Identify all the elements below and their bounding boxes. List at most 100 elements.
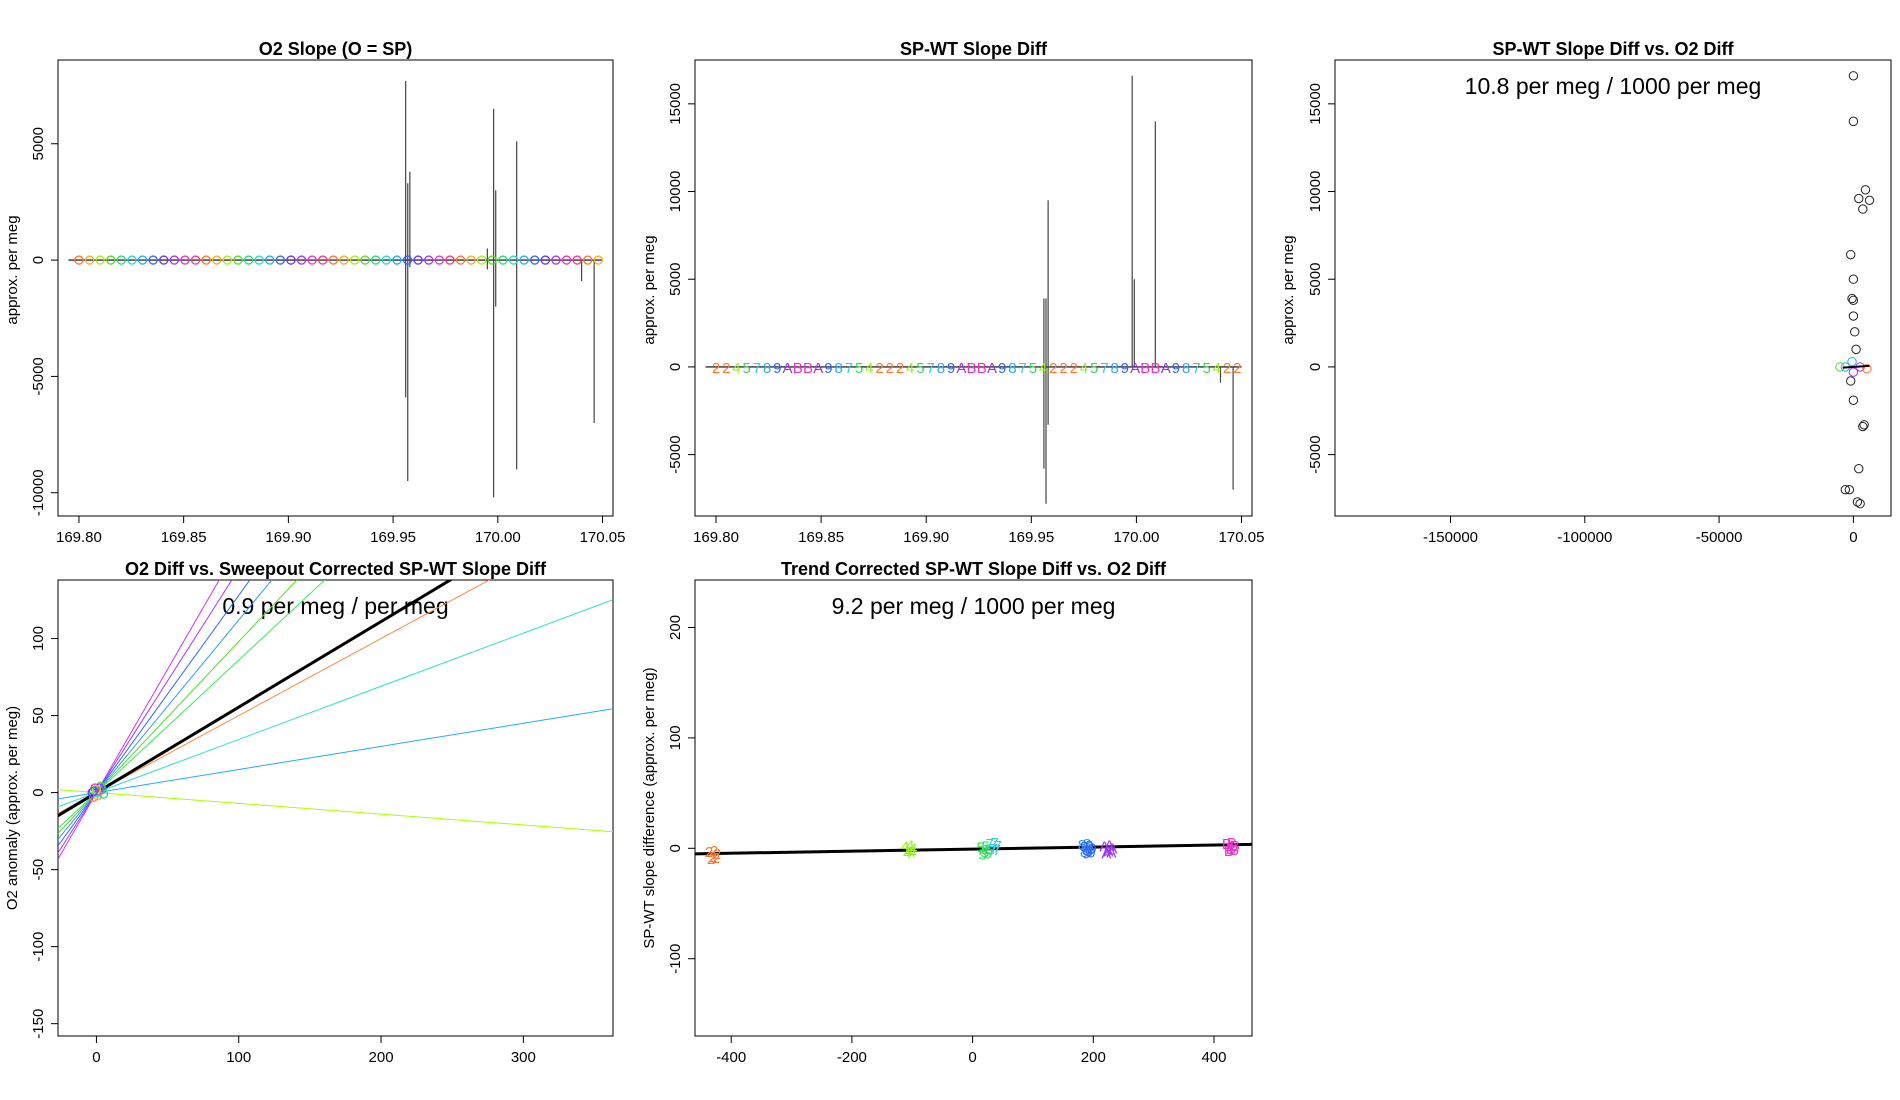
p1-marker-glyph: B: [977, 360, 987, 377]
p2-ytick-label: 0: [1307, 363, 1324, 371]
p4-ytick-label: 100: [667, 725, 684, 750]
p2-point: [1858, 421, 1868, 432]
p2-point: [1847, 293, 1857, 304]
p0-marker: [445, 255, 455, 265]
p4-point-glyph: A: [1104, 837, 1114, 854]
p2-ytick-label: 5000: [1307, 263, 1324, 296]
p1-marker-glyph: 8: [937, 360, 945, 377]
p0-marker: [137, 255, 148, 265]
p0-marker: [413, 255, 423, 265]
p1-marker-glyph: 2: [1070, 360, 1078, 377]
p2-point: [1848, 71, 1859, 81]
panel-sp-wt-slope-diff-ylabel: approx. per meg: [641, 235, 658, 344]
p3-ytick-label: 50: [30, 707, 47, 724]
p0-marker: [455, 255, 466, 265]
p2-clip-group: [1835, 71, 1875, 509]
p1-marker-glyph: 2: [896, 360, 904, 377]
p2-xtick-label: -100000: [1557, 529, 1612, 546]
p1-marker-glyph: B: [803, 360, 813, 377]
p3-series-line-teal: [58, 599, 613, 808]
p0-marker: [530, 255, 540, 265]
p1-marker-glyph: 8: [1008, 360, 1016, 377]
p2-point: [1862, 363, 1872, 374]
p2-point: [1846, 376, 1856, 386]
p0-marker: [561, 255, 572, 265]
p0-marker: [540, 255, 550, 265]
p4-point-glyph: A: [1101, 845, 1111, 862]
p1-marker-glyph: 7: [1100, 360, 1108, 377]
p0-marker: [593, 255, 603, 265]
p2-point: [1848, 274, 1859, 284]
p1-marker-glyph: 5: [1090, 360, 1098, 377]
panel-trend-corrected-title: Trend Corrected SP-WT Slope Diff vs. O2 …: [781, 559, 1167, 579]
p2-point: [1848, 311, 1859, 321]
p1-marker-glyph: B: [793, 360, 803, 377]
p0-marker: [551, 255, 561, 265]
p2-point: [1848, 395, 1859, 405]
p1-xtick-label: 170.05: [1219, 529, 1265, 546]
p1-marker-glyph: 8: [763, 360, 771, 377]
p4-point-glyph: 8: [1083, 836, 1091, 853]
p4-point-glyph: 4: [905, 843, 913, 860]
p1-marker-glyph: 4: [1039, 360, 1047, 377]
p4-point-glyph: 7: [988, 843, 996, 860]
p4-point-glyph: 8: [1082, 842, 1090, 859]
p4-point-glyph: 4: [906, 837, 914, 854]
p0-marker: [381, 255, 391, 265]
panel-slope-diff-vs-o2-annotation: 10.8 per meg / 1000 per meg: [1465, 73, 1762, 99]
panel-o2-diff-vs-sweepout-frame: [57, 579, 614, 1037]
p4-point-glyph: A: [1106, 844, 1116, 861]
p1-marker-glyph: 2: [886, 360, 894, 377]
p3-series-line-cyan-blue: [58, 580, 273, 840]
panel-slope-diff-vs-o2-ylabel: approx. per meg: [1280, 235, 1297, 344]
p1-marker-glyph: A: [783, 360, 793, 377]
p0-ytick-label: 5000: [30, 127, 47, 160]
panel-sp-wt-slope-diff-plot: 169.80 169.85 169.90 169.95 170.00 170.05 -500…: [667, 75, 1265, 546]
p0-marker: [360, 255, 370, 265]
p4-point-glyph: 4: [908, 844, 916, 861]
p4-xtick-label: -200: [837, 1049, 867, 1066]
p0-marker: [519, 255, 529, 265]
p1-marker-glyph: 8: [1182, 360, 1190, 377]
p0-marker: [349, 255, 360, 265]
p3-ytick-label: 0: [30, 788, 47, 796]
p2-point: [1848, 295, 1859, 305]
p4-point-glyph: 5: [983, 845, 991, 862]
p0-marker: [180, 255, 190, 265]
p3-ytick-label: -150: [30, 1009, 47, 1039]
p1-xtick-label: 169.90: [903, 529, 949, 546]
p3-fit-line: [58, 580, 454, 817]
p0-marker: [583, 255, 593, 265]
p0-xtick-label: 169.90: [265, 529, 311, 546]
panel-o2-diff-vs-sweepout-title: O2 Diff vs. Sweepout Corrected SP-WT Slo…: [125, 559, 547, 579]
p4-point-glyph: 7: [986, 836, 994, 853]
p4-point-glyph: 9: [1082, 845, 1090, 862]
p1-marker-glyph: A: [1130, 360, 1140, 377]
panel-slope-diff-vs-o2: SP-WT Slope Diff vs. O2 Diff 10.8 per me…: [1280, 39, 1892, 546]
p1-marker-glyph: 2: [722, 360, 730, 377]
p0-marker: [222, 255, 232, 265]
panel-sp-wt-slope-diff-frame: [694, 59, 1253, 517]
panel-o2-diff-vs-sweepout-ylabel: O2 anomaly (approx. per meg): [4, 706, 21, 910]
p2-xtick-label: -50000: [1696, 529, 1743, 546]
p2-point: [1855, 499, 1865, 509]
panel-trend-corrected-frame: [694, 579, 1253, 1037]
p3-point: [98, 789, 109, 799]
p0-xtick-label: 170.05: [580, 529, 626, 546]
panel-slope-diff-vs-o2-title: SP-WT Slope Diff vs. O2 Diff: [1492, 39, 1734, 59]
p1-marker-glyph: 2: [712, 360, 720, 377]
p1-marker-glyph: 9: [1172, 360, 1180, 377]
p0-marker: [466, 255, 476, 265]
p0-marker: [95, 255, 105, 265]
p3-ytick-label: -100: [30, 932, 47, 962]
p1-marker-glyph: B: [1140, 360, 1150, 377]
p4-xtick-label: 200: [1081, 1049, 1106, 1066]
p3-series-line-magenta-a: [58, 580, 220, 860]
p0-marker: [212, 255, 222, 265]
p1-marker-glyph: 9: [824, 360, 832, 377]
p0-marker: [84, 255, 95, 265]
p4-point-glyph: 8: [1078, 837, 1086, 854]
p0-marker: [487, 255, 497, 265]
p2-xtick-label: 0: [1849, 529, 1857, 546]
